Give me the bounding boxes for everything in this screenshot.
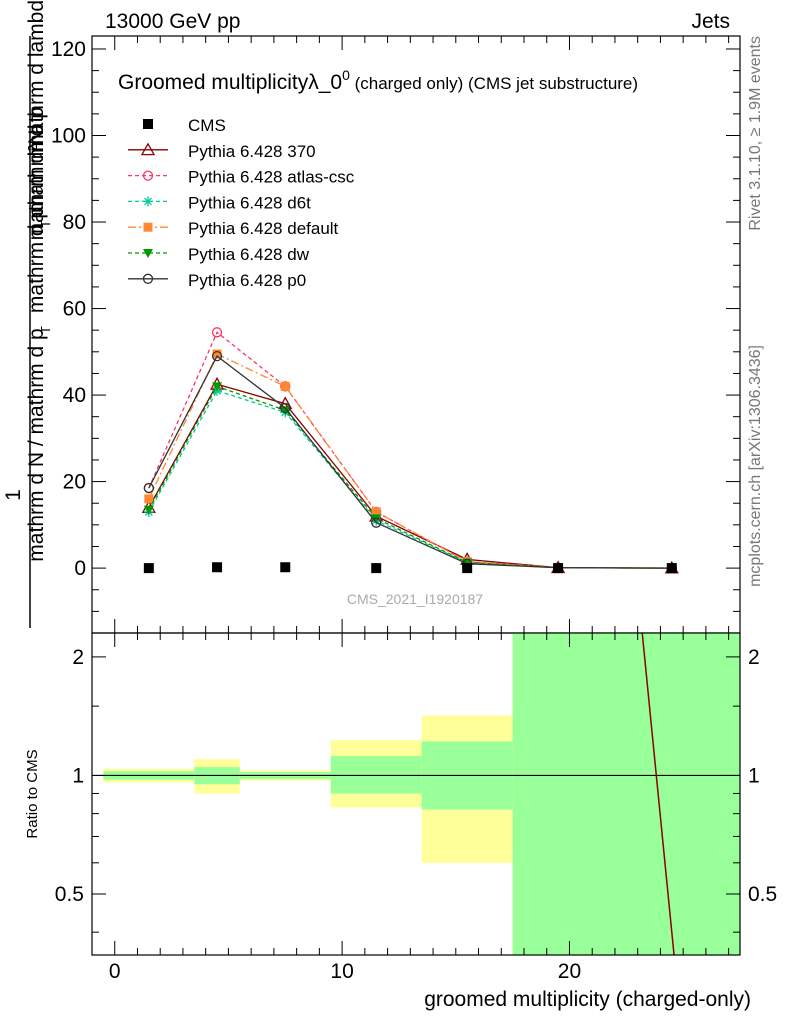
series-point-4 [371, 514, 382, 524]
series-point-1 [211, 327, 223, 338]
data-point [280, 562, 291, 573]
watermark: CMS_2021_I1920187 [347, 591, 483, 607]
ratio-xlabel: groomed multiplicity (charged-only) [424, 988, 751, 1011]
legend-label-4: Pythia 6.428 dw [188, 245, 310, 264]
series-point-5 [371, 517, 382, 528]
main-ytick-label: 120 [51, 38, 86, 61]
ylabel-one: 1 [2, 489, 25, 501]
ylabel-denominator-sub2: T [38, 220, 53, 228]
legend-label-0: Pythia 6.428 370 [188, 142, 316, 161]
data-point [666, 563, 677, 574]
data-point [143, 563, 154, 574]
series-point-3 [280, 381, 290, 391]
legend-marker-1 [142, 170, 154, 181]
main-ytick-label: 80 [63, 211, 86, 234]
ratio-xtick-label: 20 [558, 960, 581, 983]
main-plot: 0 20 40 60 80 100 120 Groomed multiplicityλ_00 … [51, 35, 741, 634]
legend-marker-4 [143, 249, 153, 258]
series-point-5 [143, 482, 154, 494]
star-arm [144, 197, 152, 206]
main-ytick-label: 100 [51, 125, 86, 148]
ylabel-denominator-end: mathrm d lambda [25, 0, 48, 152]
legend-label-3: Pythia 6.428 default [188, 219, 339, 238]
ratio-ytick-label: 1 [72, 764, 84, 787]
legend-label-5: Pythia 6.428 p0 [188, 271, 306, 290]
legend-marker-2 [143, 196, 153, 207]
ratio-frame [91, 632, 741, 956]
header-left: 13000 GeV pp [105, 10, 240, 33]
ratio-band-green-3 [330, 756, 422, 794]
header-right: Jets [691, 10, 730, 33]
series-line-2 [148, 389, 672, 569]
data-point [212, 562, 223, 573]
mcplots-label: mcplots.cern.ch [arXiv:1306.3436] [747, 345, 764, 587]
main-ylabel: 1 mathrm d²N mathrm d N / mathrm d p T m… [2, 0, 53, 628]
series-point-4 [280, 406, 291, 416]
series-line-1 [148, 331, 672, 569]
ylabel-denominator-cont2: mathrm d p [25, 107, 48, 213]
series-point-3 [371, 507, 381, 517]
ratio-xtick-label: 10 [330, 960, 353, 983]
series-point-5 [211, 350, 223, 362]
ylabel-denominator-sub: T [38, 326, 53, 334]
series-line-5 [148, 355, 672, 569]
ratio-series-line [641, 632, 675, 956]
legend-marker-0 [140, 142, 156, 156]
main-ytick-label: 60 [63, 298, 86, 321]
ratio-ytick-label: 2 [72, 646, 84, 669]
ratio-ytick-label-right: 2 [748, 646, 760, 669]
ratio-xtick-label: 0 [109, 960, 121, 983]
series-point-5 [280, 402, 291, 414]
legend-marker-3 [143, 222, 153, 232]
main-ytick-label: 40 [63, 384, 86, 407]
rivet-label: Rivet 3.1.10, ≥ 1.9M events [747, 36, 764, 231]
ratio-ytick-label-right: 0.5 [748, 883, 777, 906]
legend-label-1: Pythia 6.428 atlas-csc [188, 168, 355, 187]
series-line-4 [148, 385, 672, 569]
data-point [462, 563, 473, 574]
series-line-0 [148, 383, 672, 569]
legend-label-data: CMS [188, 116, 226, 135]
main-title-suffix: (charged only) (CMS jet substructure) [350, 74, 638, 93]
ratio-band-green-5 [512, 633, 740, 955]
ratio-ytick-label-right: 1 [748, 764, 760, 787]
legend-label-2: Pythia 6.428 d6t [188, 193, 311, 212]
series-point-4 [143, 505, 154, 515]
ylabel-numerator: mathrm d²N [25, 130, 48, 241]
series-point-4 [462, 558, 473, 568]
main-title: Groomed multiplicityλ_00 (charged only) … [118, 67, 638, 94]
series-point-4 [212, 382, 223, 392]
series-point-3 [212, 349, 222, 359]
ratio-plot: 0.5 0.51 12 20 10 20 [55, 632, 777, 983]
ylabel-denominator: mathrm d N / mathrm d p [25, 328, 48, 561]
legend: CMS Pythia 6.428 370 Pythia 6.428 atlas-cs… [128, 116, 355, 290]
main-ytick-label: 0 [74, 557, 86, 580]
data-point [371, 563, 382, 574]
series-line-3 [148, 353, 672, 569]
ratio-ylabel: Ratio to CMS [24, 749, 41, 838]
series-point-3 [144, 494, 154, 504]
main-title-sup: 0 [342, 67, 350, 83]
legend-marker-data [143, 119, 153, 129]
main-ytick-label: 20 [63, 471, 86, 494]
ratio-ytick-label: 0.5 [55, 883, 84, 906]
legend-marker-5 [142, 273, 154, 284]
ylabel-denominator-cont: mathrm d p [25, 207, 48, 313]
data-point [553, 563, 564, 574]
